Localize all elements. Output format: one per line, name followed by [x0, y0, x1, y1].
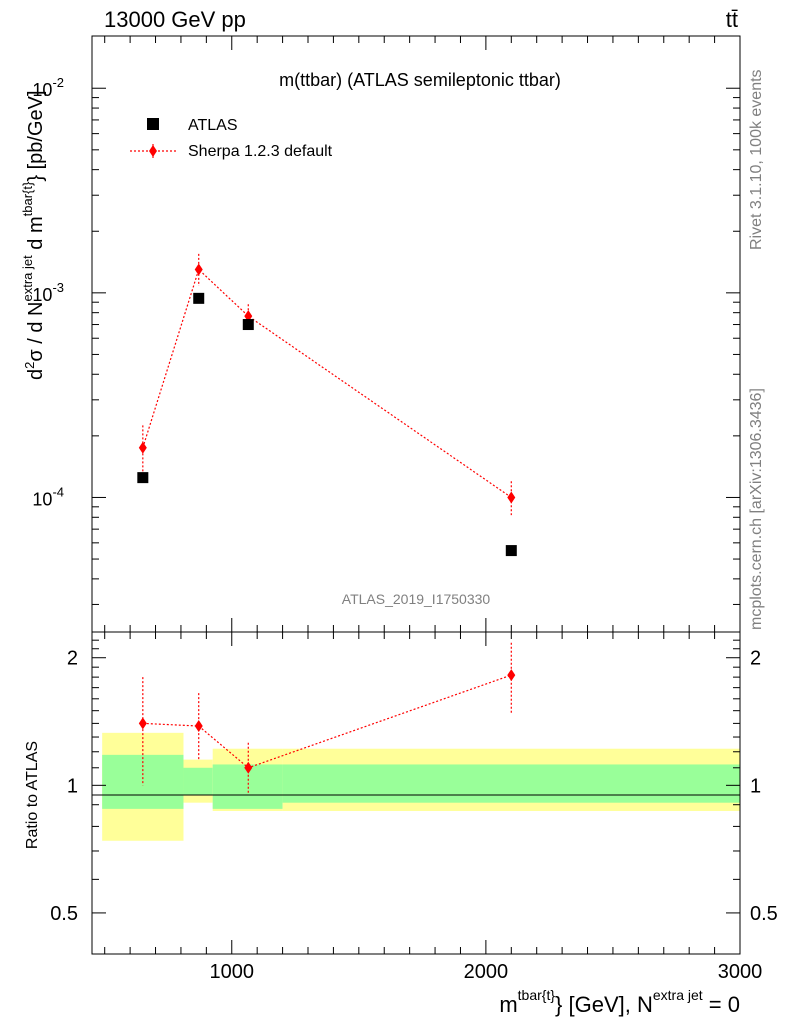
x-tick-label: 2000 — [464, 961, 509, 983]
ratio-sherpa-line — [142, 674, 512, 769]
atlas-point — [137, 472, 149, 484]
ratio-y-tick-label: 0.5 — [50, 903, 78, 925]
mcplots-label: mcplots.cern.ch [arXiv:1306.3436] — [748, 388, 765, 630]
ratio-point — [507, 669, 516, 682]
ratio-uncertainty-bands — [102, 732, 740, 841]
analysis-watermark: ATLAS_2019_I1750330 — [342, 591, 491, 607]
legend: ATLAS Sherpa 1.2.3 default — [130, 117, 333, 160]
header-energy: 13000 GeV pp — [104, 7, 246, 32]
sherpa-point — [138, 441, 147, 454]
ratio-y-tick-label-right: 2 — [750, 648, 761, 670]
ratio-point — [138, 717, 147, 730]
atlas-point — [505, 545, 517, 557]
legend-sherpa-label: Sherpa 1.2.3 default — [188, 143, 333, 160]
ratio-series — [138, 642, 516, 795]
ratio-y-tick-label-right: 1 — [750, 775, 761, 797]
legend-sherpa-marker — [149, 145, 157, 157]
main-y-tick-label: 10-2 — [32, 75, 64, 100]
ratio-frame — [91, 631, 741, 955]
atlas-point — [242, 319, 254, 331]
main-y-tick-labels: 10-4 10-3 10-2 — [32, 75, 64, 509]
header-process: tt̄ — [726, 7, 738, 32]
x-tick-label: 1000 — [210, 961, 255, 983]
band-stat — [282, 764, 740, 803]
x-axis-label: mtbar{t}} [GeV], Nextra jet = 0 — [499, 987, 740, 1017]
sherpa-point — [507, 491, 516, 504]
ratio-point — [194, 720, 203, 733]
atlas-point — [193, 292, 205, 304]
main-series — [137, 253, 517, 557]
legend-atlas-marker — [147, 118, 159, 130]
ratio-y-tick-label: 2 — [67, 648, 78, 670]
ratio-point — [244, 761, 253, 774]
ratio-axis-ticks — [92, 631, 741, 955]
main-y-tick-label: 10-4 — [32, 484, 64, 509]
x-tick-label: 3000 — [718, 961, 763, 983]
main-y-axis-label: d2σ / d Nextra jet d mtbar{t}} [pb/GeV] — [20, 90, 47, 380]
band-stat — [183, 767, 213, 795]
rivet-label: Rivet 3.1.10, 100k events — [748, 69, 765, 250]
ratio-y-tick-label: 1 — [67, 775, 78, 797]
sherpa-line — [142, 268, 512, 498]
x-tick-labels: 1000 2000 3000 — [210, 961, 763, 983]
sherpa-point — [194, 263, 203, 276]
ratio-y-tick-label-right: 0.5 — [750, 903, 778, 925]
ratio-y-axis-label: Ratio to ATLAS — [24, 741, 41, 849]
main-y-tick-label: 10-3 — [32, 280, 64, 305]
legend-atlas-label: ATLAS — [188, 117, 238, 134]
ratio-y-tick-labels: 0.5 0.5 1 1 2 2 — [50, 648, 778, 925]
plot-title: m(ttbar) (ATLAS semileptonic ttbar) — [279, 70, 561, 90]
